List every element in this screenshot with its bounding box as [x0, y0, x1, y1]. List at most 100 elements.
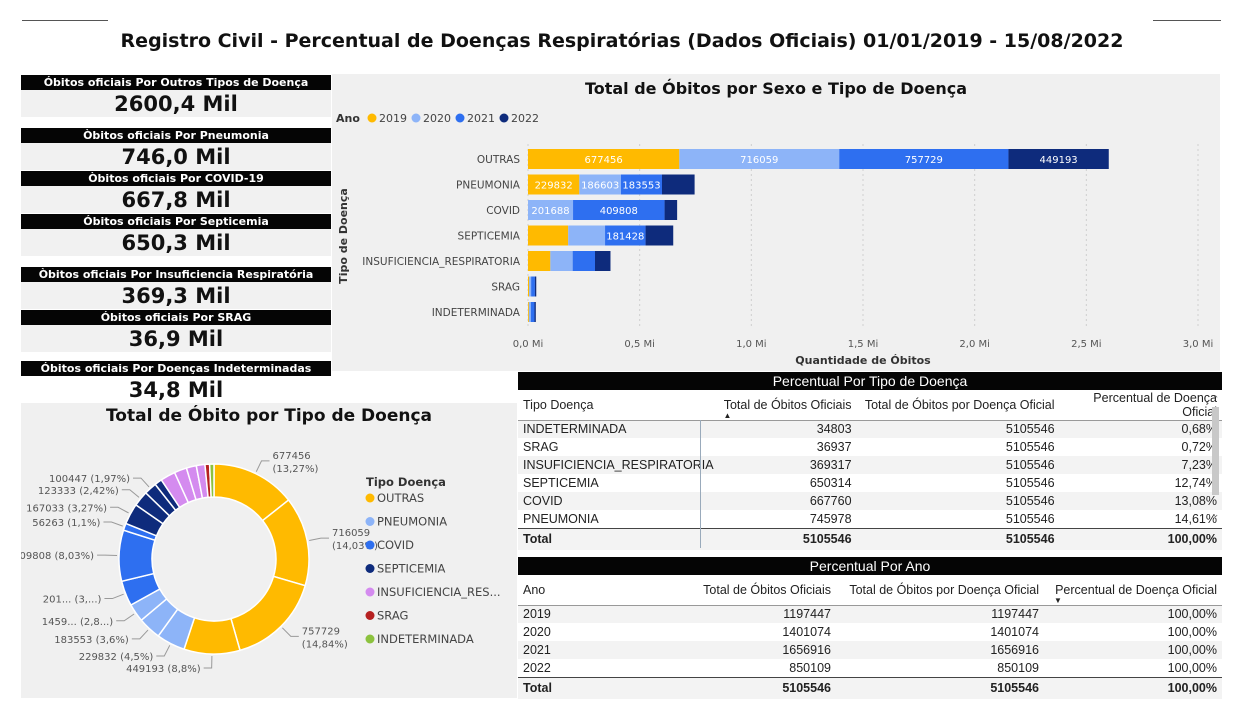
bar-segment-pneumonia-2022[interactable]	[661, 174, 695, 195]
bar-segment-outras-2021[interactable]	[839, 149, 1009, 169]
legend-label-2022[interactable]: 2022	[511, 112, 539, 125]
donut-leader-line	[121, 489, 140, 498]
kpi-label-insuficiencia: Òbitos oficiais Por Insuficiencia Respir…	[21, 267, 331, 282]
scroll-thumb[interactable]	[1212, 407, 1219, 495]
bar-segment-insuficiencia_respiratoria-2021[interactable]	[572, 251, 595, 271]
table-row[interactable]: 2019 1197447 1197447 100,00%	[518, 605, 1222, 623]
col-header-percentual-ano[interactable]: Percentual de Doença Oficial ▼	[1044, 575, 1222, 605]
bar-segment-covid-2021[interactable]	[573, 200, 665, 220]
donut-leader-line	[116, 613, 135, 622]
bar-segment-septicemia-2020[interactable]	[568, 225, 606, 246]
bar-segment-septicemia-2021[interactable]	[605, 225, 646, 246]
table-cell: 2022	[518, 659, 698, 677]
bar-segment-insuficiencia_respiratoria-2020[interactable]	[550, 251, 573, 271]
donut-leader-line	[131, 629, 149, 640]
legend-label-2020[interactable]: 2020	[423, 112, 451, 125]
legend-label-2019[interactable]: 2019	[379, 112, 407, 125]
legend-marker-2019[interactable]	[367, 113, 377, 123]
bar-data-label: 229832	[535, 181, 573, 192]
donut-leader-line	[309, 537, 329, 541]
donut-legend-marker[interactable]	[365, 493, 375, 503]
donut-data-label: 100447 (1,97%)	[49, 474, 130, 485]
table-tipo-doenca: Percentual Por Tipo de Doença Tipo Doenç…	[518, 372, 1222, 550]
donut-legend-label[interactable]: INSUFICIENCIA_RES...	[377, 585, 501, 599]
bar-segment-covid-2020[interactable]	[528, 200, 574, 220]
bar-segment-indeterminada-2021[interactable]	[530, 302, 535, 322]
donut-data-label: (14,03%)	[332, 541, 378, 552]
donut-legend-label[interactable]: SRAG	[377, 609, 408, 623]
bar-segment-srag-2020[interactable]	[529, 276, 532, 297]
bar-segment-pneumonia-2019[interactable]	[528, 174, 580, 195]
table-cell: 100,00%	[1044, 641, 1222, 659]
donut-data-label: 757729	[302, 626, 340, 637]
y-axis-label: Tipo de Doença	[337, 188, 350, 284]
bar-segment-indeterminada-2019[interactable]	[528, 302, 529, 322]
table-row[interactable]: 2020 1401074 1401074 100,00%	[518, 623, 1222, 641]
col-header-ano[interactable]: Ano	[523, 582, 546, 597]
legend-marker-2022[interactable]	[499, 113, 509, 123]
bar-segment-indeterminada-2022[interactable]	[534, 302, 536, 322]
col-header-percentual[interactable]: Percentual de Doença Oficial	[1093, 390, 1217, 419]
table-tipo-doenca-grid: Tipo Doença Total de Óbitos Oficiais ▲ To…	[518, 390, 1222, 550]
legend-label-2021[interactable]: 2021	[467, 112, 495, 125]
bar-segment-insuficiencia_respiratoria-2019[interactable]	[528, 251, 551, 271]
col-header-total-oficiais-ano[interactable]: Total de Óbitos Oficiais	[703, 582, 831, 597]
col-header-total-oficiais-label: Total de Óbitos Oficiais	[723, 397, 852, 412]
table-total-cell: 5105546	[836, 676, 1044, 699]
col-header-total-doenca[interactable]: Total de Óbitos por Doença Oficial	[864, 397, 1055, 412]
bar-segment-outras-2019[interactable]	[528, 149, 680, 169]
donut-legend-marker[interactable]	[365, 634, 375, 644]
table-cell: 5105546	[856, 492, 1060, 510]
kpi-value-insuficiencia: 369,3 Mil	[21, 282, 331, 309]
table-scrollbar[interactable]: ⌃ ⌄	[1211, 394, 1220, 540]
table-row[interactable]: INSUFICIENCIA_RESPIRATORIA 369317 5105546 7…	[518, 456, 1222, 474]
table-row[interactable]: SRAG 36937 5105546 0,72%	[518, 438, 1222, 456]
donut-legend-label[interactable]: PNEUMONIA	[377, 515, 447, 529]
table-row[interactable]: 2021 1656916 1656916 100,00%	[518, 641, 1222, 659]
donut-legend-label[interactable]: COVID	[377, 538, 414, 552]
legend-marker-2020[interactable]	[411, 113, 421, 123]
col-header-total-doenca-ano[interactable]: Total de Óbitos por Doença Oficial	[849, 582, 1039, 597]
col-header-total-oficiais[interactable]: Total de Óbitos Oficiais ▲	[719, 390, 857, 420]
bar-data-label: 181428	[606, 232, 644, 243]
donut-legend-marker[interactable]	[365, 517, 375, 526]
bar-segment-srag-2019[interactable]	[528, 276, 530, 297]
bar-segment-septicemia-2019[interactable]	[528, 225, 569, 246]
donut-legend-marker[interactable]	[365, 587, 375, 597]
donut-legend-label[interactable]: INDETERMINADA	[377, 632, 474, 646]
bar-segment-indeterminada-2020[interactable]	[528, 302, 531, 322]
donut-legend-label[interactable]: OUTRAS	[377, 491, 424, 505]
donut-slice-indet[interactable]	[208, 463, 215, 498]
donut-leader-line	[255, 460, 270, 472]
bar-segment-outras-2022[interactable]	[1008, 149, 1109, 169]
bar-segment-pneumonia-2021[interactable]	[621, 174, 662, 195]
table-row[interactable]: COVID 667760 5105546 13,08%	[518, 492, 1222, 510]
donut-leader-line	[203, 655, 213, 669]
bar-segment-insuficiencia_respiratoria-2022[interactable]	[595, 251, 611, 271]
bar-segment-srag-2022[interactable]	[534, 276, 537, 297]
bar-segment-septicemia-2022[interactable]	[645, 225, 674, 246]
bar-segment-srag-2021[interactable]	[531, 276, 535, 297]
scroll-down-icon[interactable]: ⌄	[1211, 509, 1220, 519]
kpi-value-covid: 667,8 Mil	[21, 186, 331, 213]
donut-legend-marker[interactable]	[365, 564, 375, 573]
table-cell: 745978	[718, 510, 857, 528]
bar-segment-outras-2020[interactable]	[679, 149, 840, 169]
scroll-up-icon[interactable]: ⌃	[1211, 394, 1220, 404]
table-row[interactable]: PNEUMONIA 745978 5105546 14,61%	[518, 510, 1222, 528]
bar-segment-pneumonia-2020[interactable]	[579, 174, 622, 195]
table-cell: 100,00%	[1044, 659, 1222, 677]
bar-segment-covid-2022[interactable]	[664, 200, 678, 220]
table-row[interactable]: INDETERMINADA 34803 5105546 0,68%	[518, 420, 1222, 438]
col-header-tipo[interactable]: Tipo Doença	[523, 397, 594, 412]
donut-legend-marker[interactable]	[365, 611, 375, 620]
kpi-value-outras: 2600,4 Mil	[21, 90, 331, 117]
kpi-label-srag: Óbitos oficiais Por SRAG	[21, 310, 331, 325]
table-row[interactable]: SEPTICEMIA 650314 5105546 12,74%	[518, 474, 1222, 492]
table-row[interactable]: 2022 850109 850109 100,00%	[518, 659, 1222, 677]
donut-slice-outras[interactable]	[230, 575, 307, 652]
legend-marker-2021[interactable]	[455, 113, 465, 123]
x-tick-label: 2,5 Mi	[1071, 339, 1102, 350]
donut-legend-marker[interactable]	[365, 540, 375, 550]
donut-legend-label[interactable]: SEPTICEMIA	[377, 562, 446, 576]
